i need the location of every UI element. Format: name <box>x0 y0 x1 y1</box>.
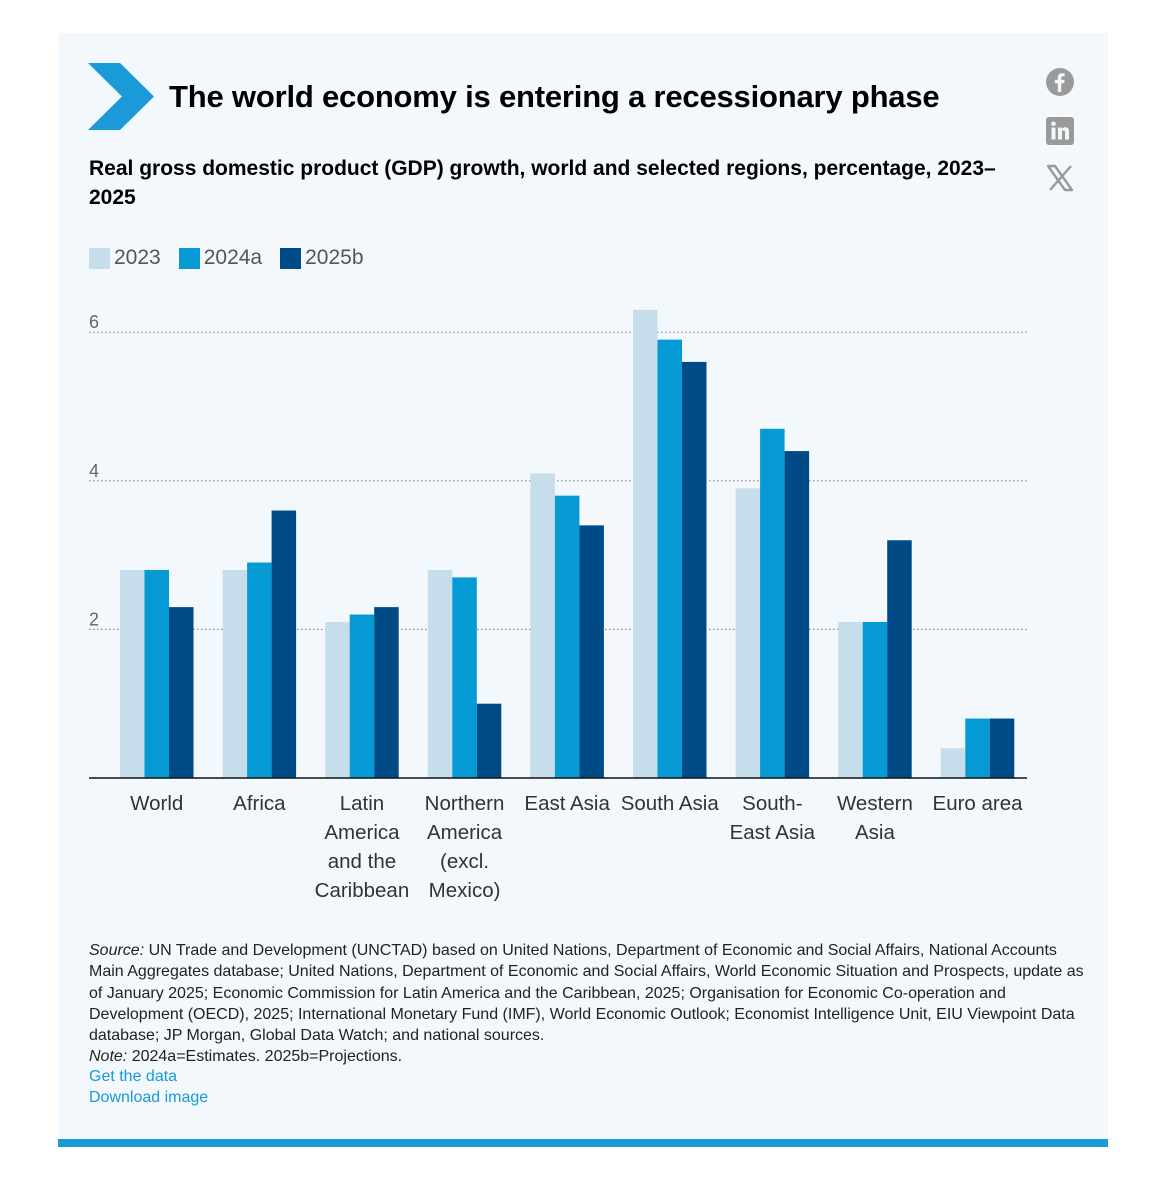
bar-2023 <box>633 309 658 778</box>
bar-2023 <box>120 569 145 778</box>
x-tick-label: East Asia <box>524 792 610 815</box>
bar-2024a <box>349 614 375 778</box>
y-tick-label: 2 <box>89 609 99 629</box>
y-tick-label: 6 <box>89 312 99 332</box>
legend-item-2023: 2023 <box>89 246 161 270</box>
bar-2024a <box>657 339 682 778</box>
bar-2025b <box>476 703 502 778</box>
bar-2025b <box>989 718 1015 778</box>
legend-label-2025b: 2025b <box>305 246 364 269</box>
legend-item-2024a: 2024a <box>178 246 263 270</box>
bar-2024a <box>965 718 990 778</box>
bar-2025b <box>374 607 399 778</box>
legend-label-2024a: 2024a <box>203 246 263 269</box>
y-tick-label: 4 <box>89 461 99 481</box>
bar-chart: 2 4 6 World Africa Latin America and the Caribbe… <box>89 309 1027 902</box>
bar-2024a <box>554 495 580 778</box>
x-tick-label: Euro area <box>933 792 1024 815</box>
source-note: Source: UN Trade and Development (UNCTAD… <box>89 940 1089 1068</box>
note-label: Note: <box>89 1048 128 1066</box>
chart-subtitle: Real gross domestic product (GDP) growth… <box>89 157 996 209</box>
bar-2025b <box>271 510 297 778</box>
legend-swatch-2023 <box>89 247 110 269</box>
chart-legend: 2023 2024a 2025b <box>89 245 382 271</box>
x-tick-label: South-East Asia <box>730 792 816 844</box>
bar-2024a <box>144 569 169 778</box>
x-tick-label: Northern America (excl. Mexico) <box>425 792 505 902</box>
bar-2025b <box>579 525 604 778</box>
x-tick-label: Africa <box>233 792 286 815</box>
bar-2024a <box>862 621 888 778</box>
bar-2023 <box>222 569 248 778</box>
bar-2024a <box>760 428 785 778</box>
bar-2025b <box>169 607 194 778</box>
note-text: 2024a=Estimates. 2025b=Projections. <box>127 1048 403 1066</box>
chevron-logo-icon <box>88 63 154 130</box>
x-tick-label: Latin America and the Caribbean <box>315 792 410 902</box>
legend-label-2023: 2023 <box>114 246 161 269</box>
bar-2025b <box>682 361 707 778</box>
bar-2025b <box>784 451 810 778</box>
bar-2023 <box>735 488 761 778</box>
page-title: The world economy is entering a recessio… <box>169 79 940 114</box>
get-data-link[interactable]: Get the data <box>89 1068 178 1085</box>
bar-2023 <box>838 621 863 778</box>
source-text: UN Trade and Development (UNCTAD) based … <box>89 942 1084 1045</box>
bar-2024a <box>247 562 272 778</box>
linkedin-icon[interactable] <box>1045 116 1075 146</box>
legend-swatch-2025b <box>280 247 302 269</box>
bar-2023 <box>427 569 453 778</box>
x-tick-label: World <box>130 792 183 815</box>
accent-bar <box>58 1139 1108 1147</box>
x-icon[interactable] <box>1045 164 1075 192</box>
facebook-icon[interactable] <box>1045 67 1075 97</box>
bar-2023 <box>530 473 555 778</box>
bar-2023 <box>325 621 350 778</box>
x-tick-label: South Asia <box>621 792 720 815</box>
download-image-link[interactable]: Download image <box>89 1089 209 1106</box>
bar-2025b <box>887 540 912 778</box>
legend-item-2025b: 2025b <box>280 246 364 270</box>
x-tick-label: Western Asia <box>837 792 913 844</box>
source-label: Source: <box>89 942 145 959</box>
bar-2023 <box>940 748 966 778</box>
legend-swatch-2024a <box>178 247 200 269</box>
bar-2024a <box>452 577 477 778</box>
